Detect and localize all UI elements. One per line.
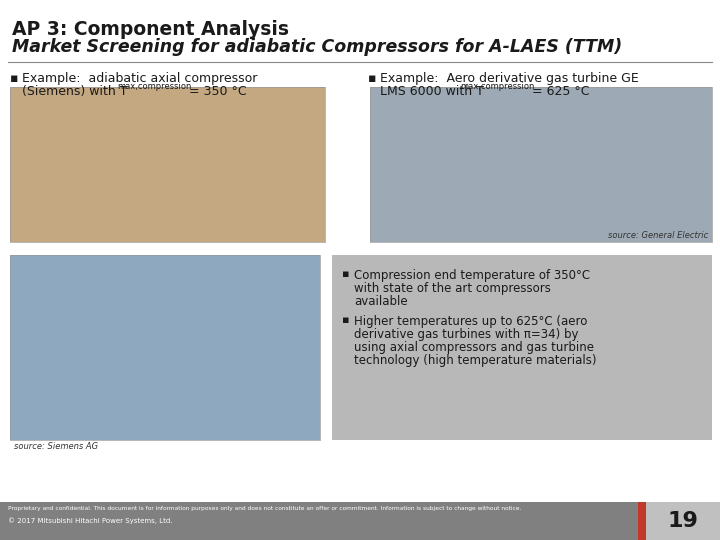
Text: max,compression: max,compression xyxy=(460,82,534,91)
Bar xyxy=(638,502,646,540)
Bar xyxy=(0,502,638,540)
Text: ▪: ▪ xyxy=(342,269,349,279)
Text: Market Screening for adiabatic Compressors for A-LAES (TTM): Market Screening for adiabatic Compresso… xyxy=(12,38,622,56)
Bar xyxy=(332,255,712,440)
Bar xyxy=(10,87,325,242)
Bar xyxy=(370,87,712,242)
Text: with state of the art compressors: with state of the art compressors xyxy=(354,282,551,295)
Text: using axial compressors and gas turbine: using axial compressors and gas turbine xyxy=(354,341,594,354)
Bar xyxy=(10,255,320,440)
Text: 19: 19 xyxy=(667,511,698,531)
Text: ▪: ▪ xyxy=(342,315,349,325)
Text: = 350 °C: = 350 °C xyxy=(185,85,247,98)
Text: © 2017 Mitsubishi Hitachi Power Systems, Ltd.: © 2017 Mitsubishi Hitachi Power Systems,… xyxy=(8,517,173,524)
Text: technology (high temperature materials): technology (high temperature materials) xyxy=(354,354,596,367)
Text: ▪: ▪ xyxy=(10,72,19,85)
Text: Compression end temperature of 350°C: Compression end temperature of 350°C xyxy=(354,269,590,282)
Text: = 625 °C: = 625 °C xyxy=(528,85,590,98)
Text: AP 3: Component Analysis: AP 3: Component Analysis xyxy=(12,20,289,39)
Text: Higher temperatures up to 625°C (aero: Higher temperatures up to 625°C (aero xyxy=(354,315,588,328)
Bar xyxy=(646,502,720,540)
Text: source: General Electric: source: General Electric xyxy=(608,231,708,240)
Text: Proprietary and confidential. This document is for information purposes only and: Proprietary and confidential. This docum… xyxy=(8,506,521,511)
Text: Example:  Aero derivative gas turbine GE: Example: Aero derivative gas turbine GE xyxy=(380,72,639,85)
Text: source: Siemens AG: source: Siemens AG xyxy=(14,442,98,451)
Text: derivative gas turbines with π=34) by: derivative gas turbines with π=34) by xyxy=(354,328,578,341)
Text: Example:  adiabatic axial compressor: Example: adiabatic axial compressor xyxy=(22,72,257,85)
Bar xyxy=(10,87,325,242)
Text: available: available xyxy=(354,295,408,308)
Text: max,compression: max,compression xyxy=(117,82,192,91)
Bar xyxy=(370,87,712,242)
Text: ▪: ▪ xyxy=(368,72,377,85)
Bar xyxy=(10,255,320,440)
Text: LMS 6000 with T: LMS 6000 with T xyxy=(380,85,484,98)
Text: (Siemens) with T: (Siemens) with T xyxy=(22,85,127,98)
